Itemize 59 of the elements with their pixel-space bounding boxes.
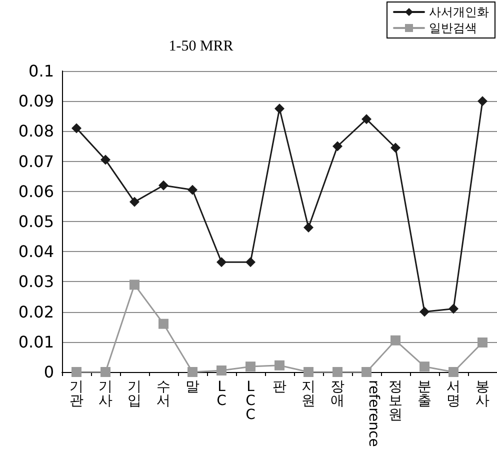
y-tick-label: 0.03 (18, 272, 54, 292)
point (100, 367, 110, 377)
point (158, 318, 168, 329)
point (274, 104, 284, 114)
point (188, 367, 198, 377)
x-tick-label: 장애 (330, 379, 344, 409)
point (130, 280, 140, 290)
x-tick-label: 판 (272, 379, 286, 395)
x-tick-label: 말 (186, 379, 200, 395)
point (478, 338, 488, 348)
legend-label: 일반검색 (429, 21, 477, 35)
point (420, 362, 430, 372)
x-tick-label: LC (216, 379, 227, 409)
x-tick-label: 정보원 (388, 379, 402, 423)
point (274, 360, 284, 370)
x-tick-label: 분출 (418, 379, 432, 409)
x-tick-label: reference (366, 380, 382, 447)
point (448, 304, 458, 314)
y-tick-label: 0.1 (28, 62, 54, 80)
point (304, 367, 314, 377)
point (304, 222, 314, 233)
y-tick-label: 0.07 (18, 152, 54, 171)
point (332, 367, 342, 377)
point (246, 257, 256, 268)
y-tick-label: 0 (44, 362, 54, 382)
y-tick-label: 0.05 (18, 212, 54, 231)
point (130, 196, 140, 207)
x-tick-label: 기관 (70, 379, 84, 409)
point (478, 96, 488, 106)
x-tick-label: 지원 (302, 379, 316, 409)
point (420, 306, 430, 317)
point (448, 367, 458, 377)
point (158, 180, 168, 190)
y-tick-label: 0.01 (18, 332, 54, 352)
point (188, 184, 198, 195)
point (72, 123, 82, 134)
x-tick-label: 서명 (446, 379, 460, 409)
point (362, 367, 372, 377)
point (100, 154, 110, 165)
y-tick-label: 0.02 (18, 302, 54, 322)
x-tick-label: 봉사 (476, 379, 490, 409)
y-tick-label: 0.09 (18, 92, 54, 111)
x-tick-label: 기입 (128, 379, 142, 409)
point (216, 365, 226, 376)
point (246, 362, 256, 372)
point (390, 142, 400, 153)
point (332, 141, 342, 152)
x-tick-label: 기사 (98, 379, 112, 409)
legend-label: 사서개인화 (429, 5, 489, 19)
x-tick-label: 수서 (156, 379, 170, 409)
point (362, 114, 372, 124)
y-tick-label: 0.08 (18, 122, 54, 141)
point (216, 257, 226, 268)
point (72, 367, 82, 377)
chart-title: 1-50 MRR (168, 38, 234, 54)
point (390, 335, 400, 346)
x-tick-label: LCC (246, 379, 256, 423)
y-tick-label: 0.04 (18, 242, 54, 262)
y-tick-label: 0.06 (18, 182, 54, 201)
